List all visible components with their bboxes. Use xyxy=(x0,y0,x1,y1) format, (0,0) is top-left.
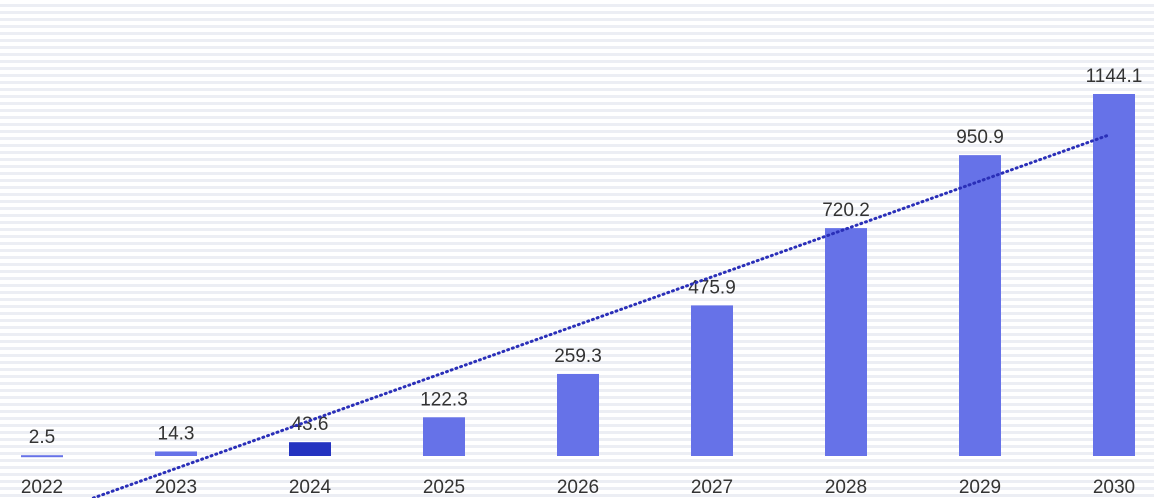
value-label: 720.2 xyxy=(822,200,870,221)
value-label: 122.3 xyxy=(420,389,468,410)
value-label: 43.6 xyxy=(292,414,329,435)
x-tick-label: 2028 xyxy=(825,477,867,498)
value-label: 2.5 xyxy=(29,427,55,448)
x-tick-label: 2029 xyxy=(959,477,1001,498)
bar xyxy=(289,442,331,456)
value-label: 1144.1 xyxy=(1086,66,1143,87)
x-tick-label: 2024 xyxy=(289,477,332,498)
value-label: 259.3 xyxy=(554,346,602,367)
bar xyxy=(155,451,197,456)
x-tick-label: 2023 xyxy=(155,477,197,498)
value-label: 475.9 xyxy=(688,277,736,298)
bar xyxy=(423,417,465,456)
bar xyxy=(21,455,63,458)
value-label: 14.3 xyxy=(158,423,195,444)
bar xyxy=(557,373,599,456)
bar xyxy=(1093,94,1135,456)
x-tick-label: 2025 xyxy=(423,477,465,498)
trend-line xyxy=(91,133,1112,498)
bar xyxy=(825,228,867,456)
x-tick-label: 2030 xyxy=(1093,477,1135,498)
x-tick-label: 2026 xyxy=(557,477,599,498)
x-tick-label: 2027 xyxy=(691,477,733,498)
x-tick-label: 2022 xyxy=(21,477,63,498)
bar xyxy=(959,155,1001,456)
bar xyxy=(691,305,733,456)
value-label: 950.9 xyxy=(956,127,1004,148)
